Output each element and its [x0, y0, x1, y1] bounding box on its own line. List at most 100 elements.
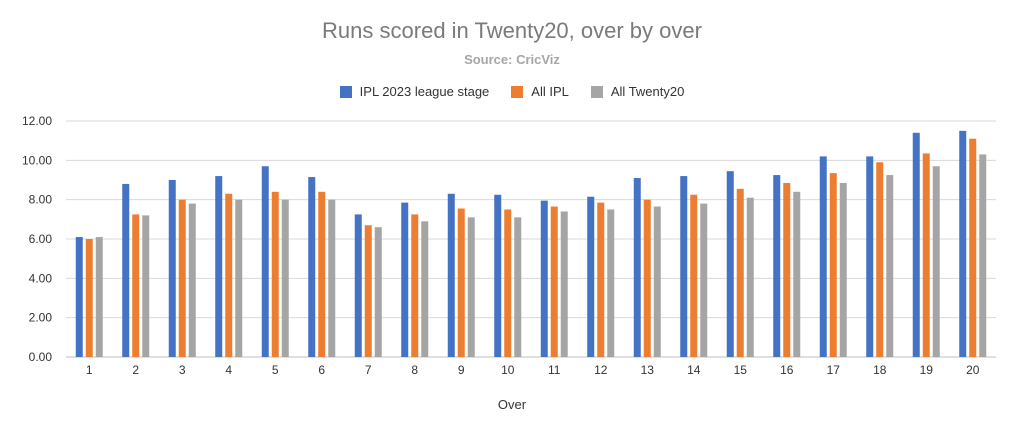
bar — [225, 193, 233, 357]
legend-item-all-twenty20: All Twenty20 — [590, 84, 685, 99]
bar — [374, 227, 382, 357]
y-tick-label: 6.00 — [29, 232, 53, 246]
bar — [122, 183, 130, 357]
legend-swatch — [590, 85, 603, 98]
legend-item-all-ipl: All IPL — [511, 84, 569, 99]
bar — [633, 178, 641, 357]
bar — [308, 177, 316, 357]
legend-label: IPL 2023 league stage — [359, 84, 490, 99]
bar — [168, 180, 176, 357]
bar — [401, 202, 409, 357]
x-tick-label: 18 — [873, 363, 887, 377]
bar — [773, 175, 781, 357]
x-tick-label: 11 — [548, 363, 561, 377]
x-tick-label: 12 — [594, 363, 608, 377]
bar — [866, 156, 874, 357]
x-axis-ticks: 1 2 3 4 5 6 7 8 9 10 11 12 13 14 15 16 17 18 19 20 — [86, 363, 980, 377]
bar — [839, 182, 847, 357]
x-tick-label: 16 — [780, 363, 794, 377]
bars — [75, 130, 987, 357]
bar — [597, 202, 605, 357]
bar — [653, 206, 661, 357]
bar — [680, 176, 688, 357]
legend-swatch — [339, 85, 352, 98]
bar — [643, 199, 651, 357]
x-tick-label: 10 — [501, 363, 515, 377]
x-tick-label: 3 — [179, 363, 186, 377]
bar — [514, 217, 522, 357]
legend-item-ipl-2023: IPL 2023 league stage — [339, 84, 490, 99]
x-tick-label: 6 — [318, 363, 325, 377]
bar — [959, 130, 967, 357]
x-tick-label: 8 — [411, 363, 418, 377]
bar — [354, 214, 362, 357]
bar — [783, 182, 791, 357]
bar — [142, 215, 150, 357]
chart-legend: IPL 2023 league stage All IPL All Twenty… — [0, 84, 1024, 99]
bar — [178, 199, 186, 357]
bar — [736, 188, 744, 357]
gridlines — [66, 120, 996, 358]
bar — [560, 211, 568, 357]
x-tick-label: 17 — [827, 363, 841, 377]
x-tick-label: 4 — [225, 363, 232, 377]
bar — [215, 176, 223, 357]
bar — [690, 194, 698, 357]
bar — [494, 194, 502, 357]
x-tick-label: 19 — [920, 363, 934, 377]
bar — [85, 239, 93, 357]
bar — [746, 197, 754, 357]
x-tick-label: 9 — [458, 363, 465, 377]
bar — [550, 206, 558, 357]
bar — [271, 191, 279, 357]
x-tick-label: 14 — [687, 363, 701, 377]
y-tick-label: 4.00 — [29, 271, 53, 285]
bar — [540, 200, 548, 357]
bar — [457, 208, 465, 357]
x-tick-label: 2 — [132, 363, 139, 377]
bar — [447, 193, 455, 357]
legend-label: All Twenty20 — [610, 84, 685, 99]
x-tick-label: 20 — [966, 363, 980, 377]
bar — [979, 154, 987, 357]
y-tick-label: 2.00 — [29, 311, 53, 325]
x-tick-label: 7 — [365, 363, 372, 377]
bar — [700, 203, 708, 357]
bar — [364, 225, 372, 357]
x-tick-label: 1 — [86, 363, 93, 377]
bar — [876, 162, 884, 357]
bar — [922, 153, 930, 357]
bar — [421, 221, 429, 357]
bar — [912, 132, 920, 357]
y-tick-label: 8.00 — [29, 193, 53, 207]
x-tick-label: 15 — [734, 363, 748, 377]
bar — [932, 166, 940, 357]
bar — [467, 217, 475, 357]
bar — [587, 196, 595, 357]
bar — [281, 199, 289, 357]
bar — [95, 237, 103, 357]
bar — [328, 199, 336, 357]
bar — [318, 191, 326, 357]
bar — [726, 171, 734, 357]
bar — [75, 237, 83, 357]
bar — [819, 156, 827, 357]
bar — [969, 138, 977, 357]
chart-subtitle: Source: CricViz — [464, 52, 560, 67]
bar — [411, 214, 419, 357]
bar — [886, 175, 894, 357]
legend-swatch — [511, 85, 524, 98]
bar — [793, 191, 801, 357]
x-tick-label: 5 — [272, 363, 279, 377]
x-tick-label: 13 — [641, 363, 655, 377]
bar — [829, 173, 837, 357]
bar — [261, 166, 269, 357]
y-axis-ticks: 0.00 2.00 4.00 6.00 8.00 10.00 12.00 — [22, 114, 52, 364]
bar — [132, 214, 140, 357]
bar — [235, 199, 243, 357]
bar — [607, 209, 615, 357]
chart-title: Runs scored in Twenty20, over by over — [322, 18, 702, 43]
bar — [188, 203, 196, 357]
y-tick-label: 10.00 — [22, 153, 52, 167]
